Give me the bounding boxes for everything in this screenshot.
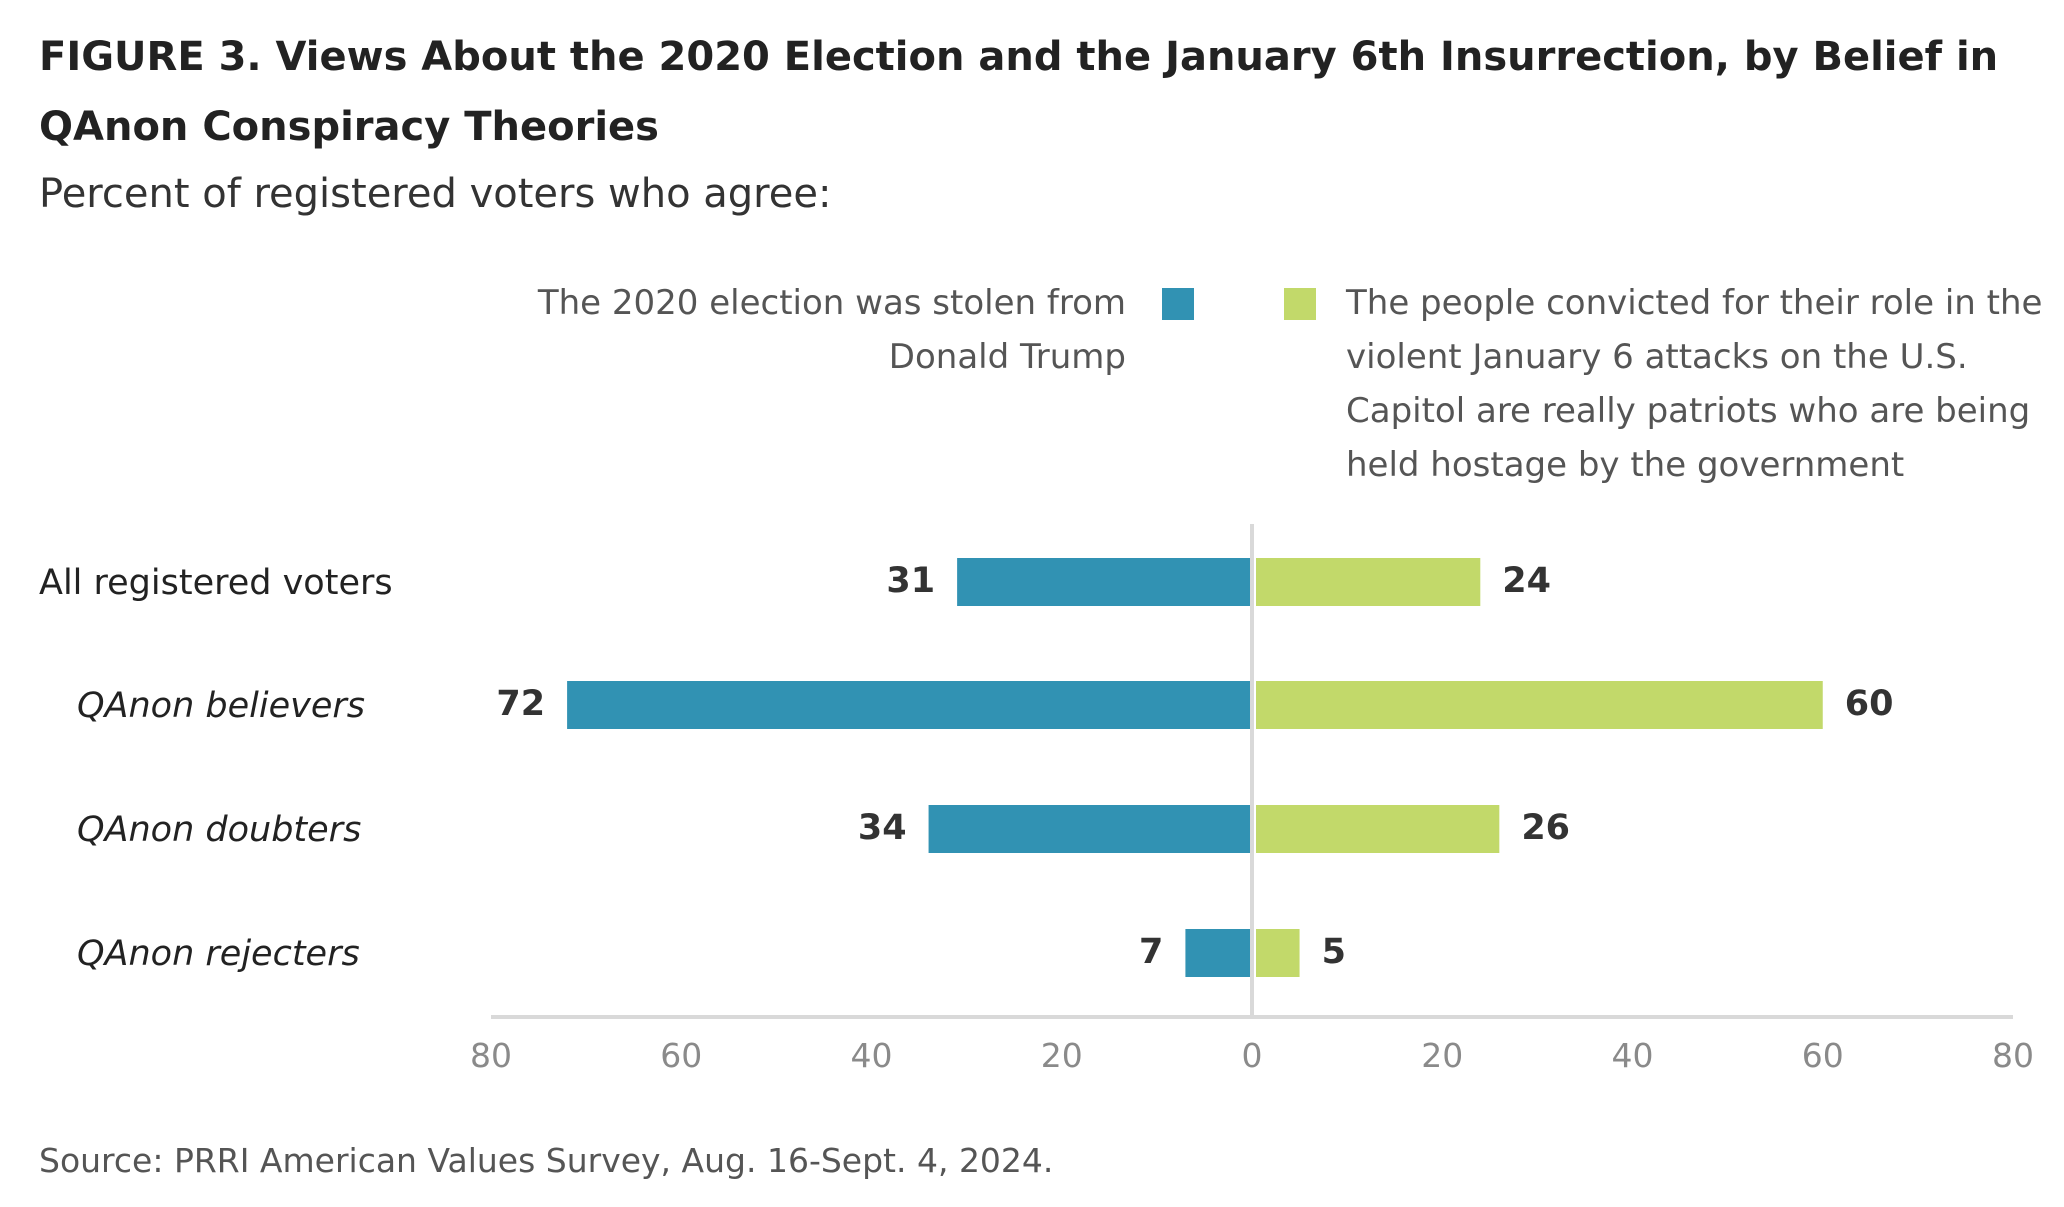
x-tick-label: 80 <box>470 1036 512 1075</box>
diverging-bar-chart: All registered voters 31 24 QAnon believers… <box>39 524 2034 1075</box>
bar-right <box>1256 929 1300 977</box>
data-label-left: 31 <box>886 561 935 601</box>
data-label-left: 34 <box>858 808 907 848</box>
x-tick-label: 20 <box>1421 1036 1463 1075</box>
data-label-right: 24 <box>1502 561 1551 601</box>
legend-swatch-left <box>1162 288 1194 320</box>
legend-swatch-right <box>1284 288 1316 320</box>
bar-left <box>1185 929 1252 977</box>
category-label: QAnon believers <box>77 686 365 726</box>
legend-label-left: The 2020 election was stolen from Donald… <box>537 283 1126 377</box>
bar-right <box>1256 681 1823 729</box>
data-label-right: 60 <box>1845 684 1894 724</box>
bar-left <box>567 681 1252 729</box>
x-tick-label: 60 <box>1802 1036 1844 1075</box>
category-label: QAnon rejecters <box>77 934 360 974</box>
category-label: All registered voters <box>39 563 393 603</box>
bar-right <box>1256 558 1481 606</box>
legend-label-right: The people convicted for their role in t… <box>1346 283 2043 485</box>
data-label-left: 7 <box>1139 932 1163 972</box>
category-label: QAnon doubters <box>77 810 361 850</box>
data-label-right: 26 <box>1521 808 1570 848</box>
data-label-left: 72 <box>496 684 545 724</box>
bar-left <box>928 805 1252 853</box>
x-tick-label: 60 <box>660 1036 702 1075</box>
x-tick-label: 0 <box>1242 1036 1263 1075</box>
x-tick-label: 20 <box>1041 1036 1083 1075</box>
bar-left <box>957 558 1252 606</box>
x-tick-label: 40 <box>851 1036 893 1075</box>
bar-right <box>1256 805 1500 853</box>
source-note: Source: PRRI American Values Survey, Aug… <box>39 1141 1054 1180</box>
x-tick-label: 40 <box>1612 1036 1654 1075</box>
chart-subtitle: Percent of registered voters who agree: <box>39 171 832 217</box>
chart-title: FIGURE 3. Views About the 2020 Election … <box>39 34 1999 150</box>
x-tick-label: 80 <box>1992 1036 2034 1075</box>
data-label-right: 5 <box>1322 932 1346 972</box>
